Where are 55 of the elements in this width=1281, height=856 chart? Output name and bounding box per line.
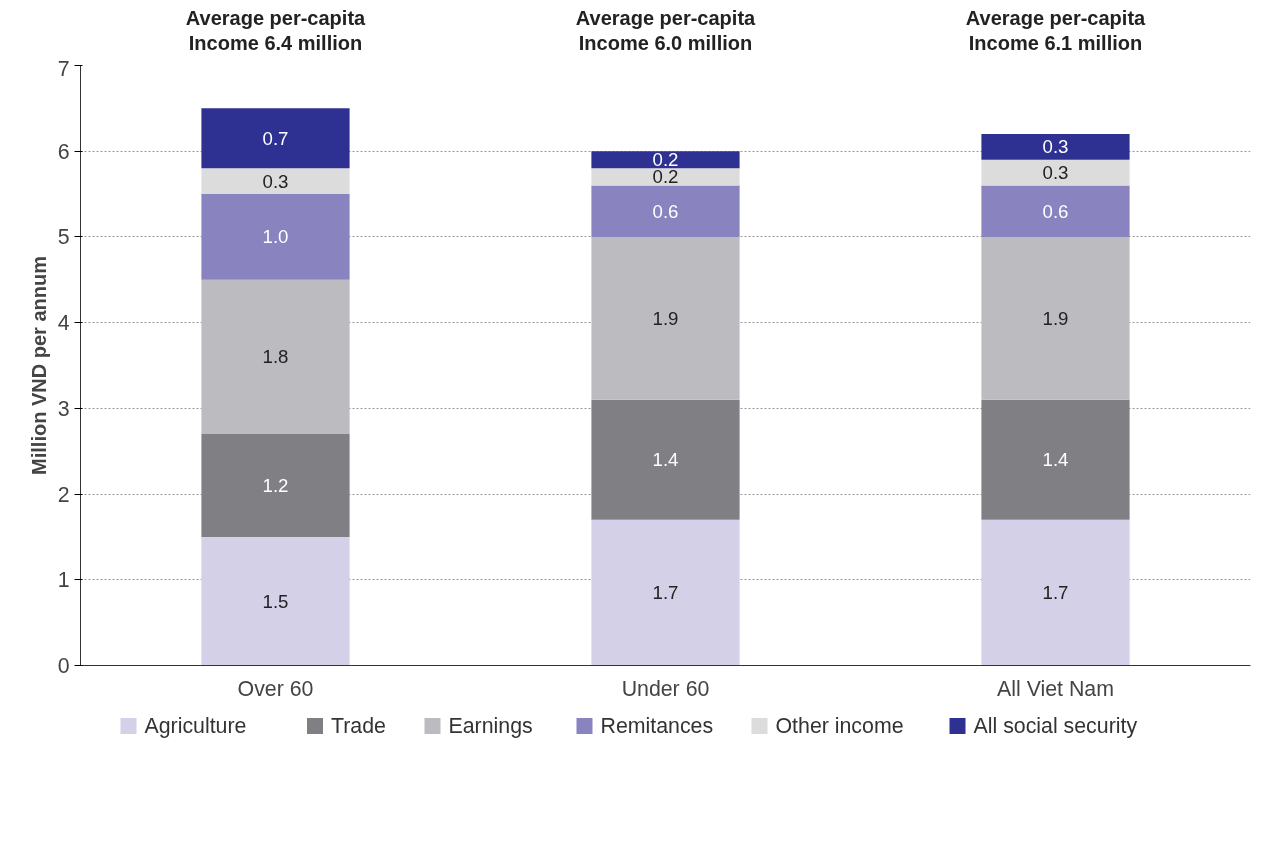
bar: [981, 236, 1130, 400]
x-tick-label: Under 60: [621, 676, 710, 701]
y-tick-label: 5: [57, 225, 70, 250]
bar: [591, 399, 740, 520]
legend-label: Agriculture: [144, 714, 247, 738]
x-tick-label: All Viet Nam: [997, 676, 1114, 701]
data-label: 1.8: [262, 346, 289, 368]
bar: [591, 151, 740, 169]
bar: [591, 185, 740, 237]
data-label: 1.4: [1042, 449, 1069, 471]
legend-label: Other income: [775, 714, 904, 738]
legend-label: All social security: [973, 714, 1138, 738]
x-tick-label: Over 60: [237, 676, 314, 701]
data-label: 0.3: [1042, 162, 1069, 184]
data-label: 1.5: [262, 590, 289, 612]
bar: [591, 519, 740, 666]
data-label: 0.3: [262, 170, 289, 192]
data-label: 1.2: [262, 475, 289, 496]
bar: [201, 434, 350, 537]
y-tick-label: 6: [57, 139, 70, 164]
bar: [591, 168, 740, 186]
text: Average per-capita Income 6.0 million: [575, 7, 757, 54]
data-label: 1.7: [652, 582, 679, 604]
bar: [981, 185, 1130, 237]
y-tick-label: 7: [57, 56, 70, 81]
text: Average per-capita Income 6.1 million: [965, 7, 1147, 54]
bar: [201, 168, 350, 195]
data-label: 1.0: [262, 226, 289, 248]
data-label: 1.4: [652, 449, 679, 471]
data-label: 0.6: [1042, 200, 1069, 222]
bar: [981, 399, 1130, 520]
data-label: 1.9: [1042, 307, 1069, 329]
text: Average per-capita Income 6.4 million: [185, 7, 367, 54]
data-label: 1.7: [1042, 582, 1069, 604]
y-tick-label: 1: [57, 568, 70, 593]
bar: [201, 536, 350, 666]
legend-label: Earnings: [448, 714, 533, 738]
y-tick-label: 2: [57, 482, 70, 507]
data-label: 0.3: [1042, 136, 1069, 158]
bar: [201, 194, 350, 280]
bar: [201, 108, 350, 169]
y-tick-label: 4: [57, 311, 70, 336]
bar: [201, 279, 350, 435]
data-label: 0.7: [262, 127, 289, 149]
legend-label: Remitances: [600, 714, 714, 738]
bar: [981, 134, 1130, 160]
bar: [981, 519, 1130, 666]
data-label: 0.6: [652, 200, 679, 222]
data-label: 1.9: [652, 307, 679, 329]
y-tick-label: 0: [57, 654, 70, 678]
y-axis-title: Million VND per annum: [27, 256, 50, 475]
bar: [981, 159, 1130, 186]
bar: [591, 236, 740, 400]
legend-label: Trade: [331, 714, 386, 738]
y-tick-label: 3: [57, 396, 70, 421]
